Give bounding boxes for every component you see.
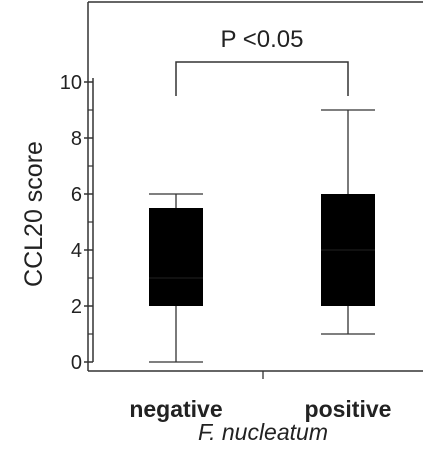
- x-axis: negative positive: [129, 371, 391, 422]
- y-axis: 0 2 4 6 8 10: [60, 72, 94, 374]
- significance-bracket: [175, 61, 349, 96]
- x-axis-label: F. nucleatum: [198, 419, 328, 445]
- significance-annotation: P <0.05: [175, 26, 349, 96]
- p-value-label: P <0.05: [221, 26, 304, 53]
- y-axis-label: CCL20 score: [20, 141, 48, 287]
- x-tick-label: positive: [305, 396, 392, 422]
- box-negative: [149, 193, 203, 363]
- y-tick-label: 8: [71, 128, 82, 150]
- y-tick-label: 2: [71, 296, 82, 318]
- x-tick-label: negative: [129, 396, 222, 422]
- y-tick-label: 4: [71, 240, 82, 262]
- plot-frame: [87, 1, 423, 372]
- y-tick-label: 0: [71, 352, 82, 374]
- box-positive: [321, 109, 375, 335]
- y-tick-label: 6: [71, 184, 82, 206]
- y-tick-label: 10: [60, 72, 82, 94]
- boxes: [149, 109, 375, 363]
- iqr-box: [149, 208, 203, 306]
